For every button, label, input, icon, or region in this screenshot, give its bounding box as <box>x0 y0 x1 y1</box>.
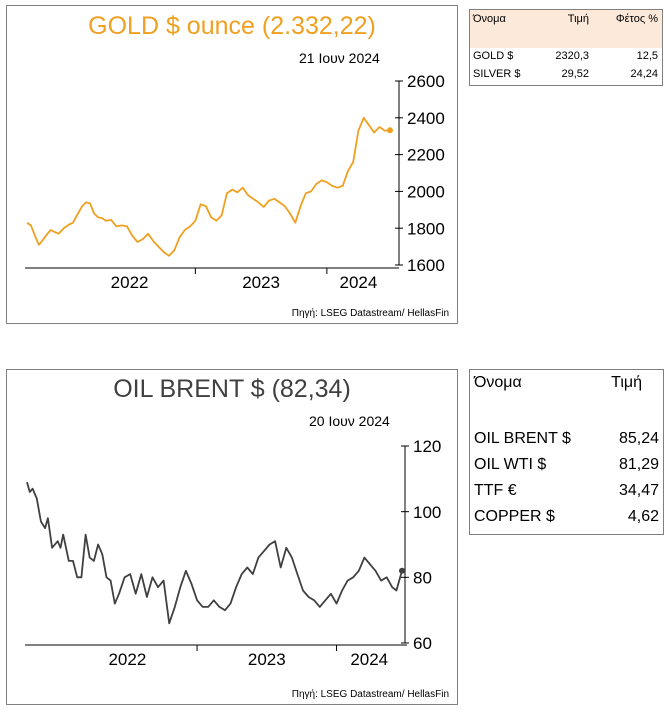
oil-x-tick-label: 2022 <box>108 650 146 669</box>
gold-table-cell-price: 29,52 <box>561 68 589 80</box>
gold-table-header-ytd: Φέτος % <box>615 13 658 25</box>
oil-table-cell-price: 34,47 <box>618 482 659 499</box>
gold-chart: 1600 1800 2000 2200 2400 2600 2022 2023 2024 <box>25 72 445 292</box>
oil-table-cell-price: 85,24 <box>618 430 659 447</box>
gold-table-cell-price: 2320,3 <box>555 50 589 62</box>
oil-table-header-price: Τιμή <box>611 374 642 391</box>
gold-chart-title: GOLD $ ounce (2.332,22) <box>88 12 376 40</box>
oil-chart-title: OIL BRENT $ (82,34) <box>113 375 351 403</box>
oil-x-tick-label: 2023 <box>248 650 286 669</box>
gold-last-point <box>387 127 393 134</box>
oil-table-cell-name: OIL BRENT $ <box>474 430 571 447</box>
oil-y-tick-label: 80 <box>413 568 432 587</box>
gold-table-cell-ytd: 12,5 <box>636 50 658 62</box>
oil-chart-date: 20 Ιουν 2024 <box>309 413 390 429</box>
oil-series-line <box>26 481 403 625</box>
gold-table-row: SILVER $ 29,52 24,24 <box>470 66 662 84</box>
gold-y-tick-label: 1800 <box>407 219 445 238</box>
gold-table-row: GOLD $ 2320,3 12,5 <box>470 48 662 66</box>
oil-table-row: TTF € 34,47 <box>470 480 663 506</box>
oil-table-cell-price: 4,62 <box>627 508 659 525</box>
gold-table-header-price: Τιμή <box>567 13 589 25</box>
oil-y-tick-label: 60 <box>413 634 432 653</box>
gold-y-tick-label: 2000 <box>407 183 445 202</box>
oil-y-tick-label: 120 <box>413 437 441 456</box>
gold-table-cell-name: GOLD $ <box>473 50 514 62</box>
oil-price-table: Όνομα Τιμή OIL BRENT $ 85,24 OIL WTI $ 8… <box>469 369 664 535</box>
oil-y-tick-label: 100 <box>413 503 441 522</box>
oil-table-cell-name: TTF € <box>474 482 517 499</box>
oil-table-row: OIL BRENT $ 85,24 <box>470 428 663 454</box>
gold-x-tick-label: 2023 <box>242 273 280 292</box>
gold-chart-source: Πηγή: LSEG Datastream/ HellasFin <box>291 308 449 319</box>
oil-table-row: COPPER $ 4,62 <box>470 506 663 532</box>
gold-table-header: Όνομα Τιμή Φέτος % <box>470 10 662 48</box>
oil-table-cell-name: COPPER $ <box>474 508 555 525</box>
oil-table-row: OIL WTI $ 81,29 <box>470 454 663 480</box>
gold-chart-panel: 1600 1800 2000 2200 2400 2600 2022 2023 2024 GOL… <box>6 5 458 324</box>
gold-table-header-name: Όνομα <box>473 13 506 25</box>
oil-last-point <box>399 567 405 574</box>
gold-x-tick-label: 2024 <box>340 273 378 292</box>
oil-chart-source: Πηγή: LSEG Datastream/ HellasFin <box>291 689 449 700</box>
oil-chart: 60 80 100 120 2022 2023 2024 <box>25 437 441 669</box>
oil-table-cell-name: OIL WTI $ <box>474 456 547 473</box>
oil-x-tick-label: 2024 <box>350 650 388 669</box>
oil-chart-panel: 60 80 100 120 2022 2023 2024 OIL BRENT $ (82,3… <box>6 369 458 705</box>
oil-table-cell-price: 81,29 <box>618 456 659 473</box>
gold-table-cell-ytd: 24,24 <box>630 68 658 80</box>
gold-price-table: Όνομα Τιμή Φέτος % GOLD $ 2320,3 12,5 SI… <box>469 9 663 86</box>
oil-table-header: Όνομα Τιμή <box>470 370 663 428</box>
gold-y-tick-label: 2200 <box>407 146 445 165</box>
gold-series-line <box>26 116 391 257</box>
gold-y-tick-label: 1600 <box>407 256 445 275</box>
gold-chart-date: 21 Ιουν 2024 <box>299 50 380 66</box>
gold-y-tick-label: 2600 <box>407 72 445 91</box>
gold-table-cell-name: SILVER $ <box>473 68 521 80</box>
gold-x-tick-label: 2022 <box>111 273 149 292</box>
gold-y-tick-label: 2400 <box>407 109 445 128</box>
oil-table-header-name: Όνομα <box>474 374 522 391</box>
